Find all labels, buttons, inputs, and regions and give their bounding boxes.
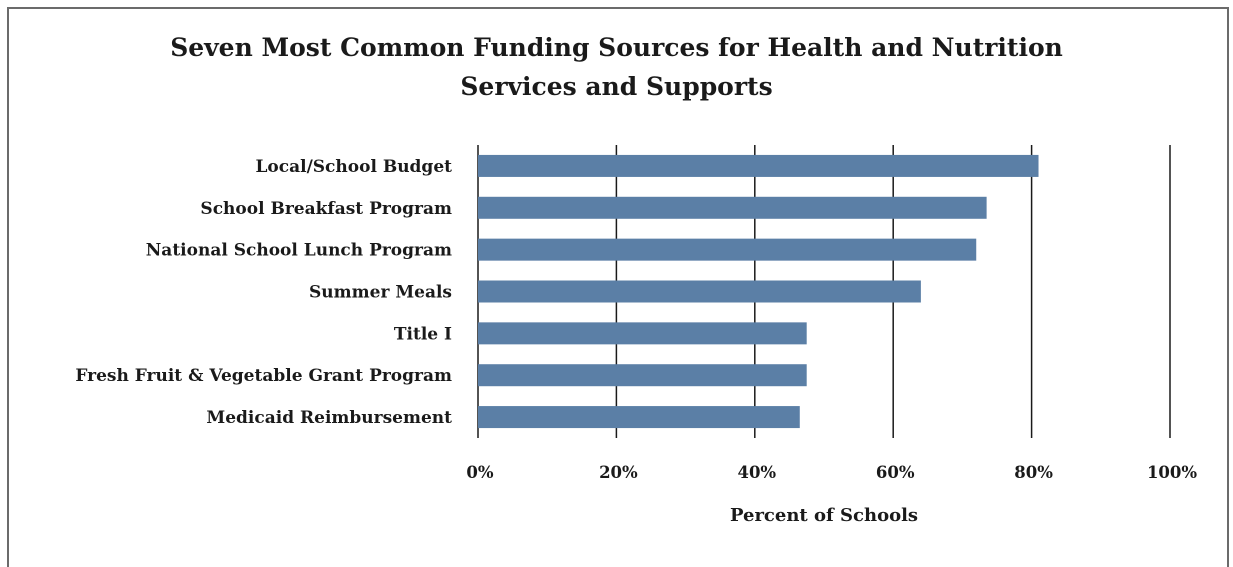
x-tick-label-0: 0% bbox=[466, 463, 493, 482]
category-label-0: Local/School Budget bbox=[255, 157, 452, 177]
category-label-1: School Breakfast Program bbox=[200, 199, 452, 219]
x-tick-label-20: 20% bbox=[599, 463, 638, 482]
x-tick-label-80: 80% bbox=[1014, 463, 1053, 482]
category-label-4: Title I bbox=[394, 324, 452, 344]
x-tick-label-40: 40% bbox=[737, 463, 776, 482]
x-tick-labels: 0% 20% 40% 60% 80% 100% bbox=[466, 463, 1197, 482]
bar-1 bbox=[478, 196, 987, 219]
category-label-5: Fresh Fruit & Vegetable Grant Program bbox=[75, 366, 452, 386]
bar-6 bbox=[478, 406, 800, 429]
bars bbox=[478, 154, 1039, 429]
category-label-6: Medicaid Reimbursement bbox=[206, 408, 452, 428]
bar-4 bbox=[478, 322, 807, 345]
chart-title-line-2: Services and Supports bbox=[460, 72, 773, 101]
category-label-2: National School Lunch Program bbox=[146, 241, 452, 261]
x-axis-title: Percent of Schools bbox=[730, 505, 918, 526]
chart-title-line-1: Seven Most Common Funding Sources for He… bbox=[170, 33, 1063, 62]
chart-title: Seven Most Common Funding Sources for He… bbox=[0, 28, 1233, 106]
x-tick-label-100: 100% bbox=[1147, 463, 1197, 482]
bar-3 bbox=[478, 280, 921, 303]
bar-0 bbox=[478, 154, 1039, 177]
bar-2 bbox=[478, 238, 977, 261]
category-label-3: Summer Meals bbox=[309, 283, 452, 303]
category-labels: Local/School Budget School Breakfast Prog… bbox=[75, 157, 452, 428]
x-tick-label-60: 60% bbox=[876, 463, 915, 482]
bar-5 bbox=[478, 364, 807, 387]
